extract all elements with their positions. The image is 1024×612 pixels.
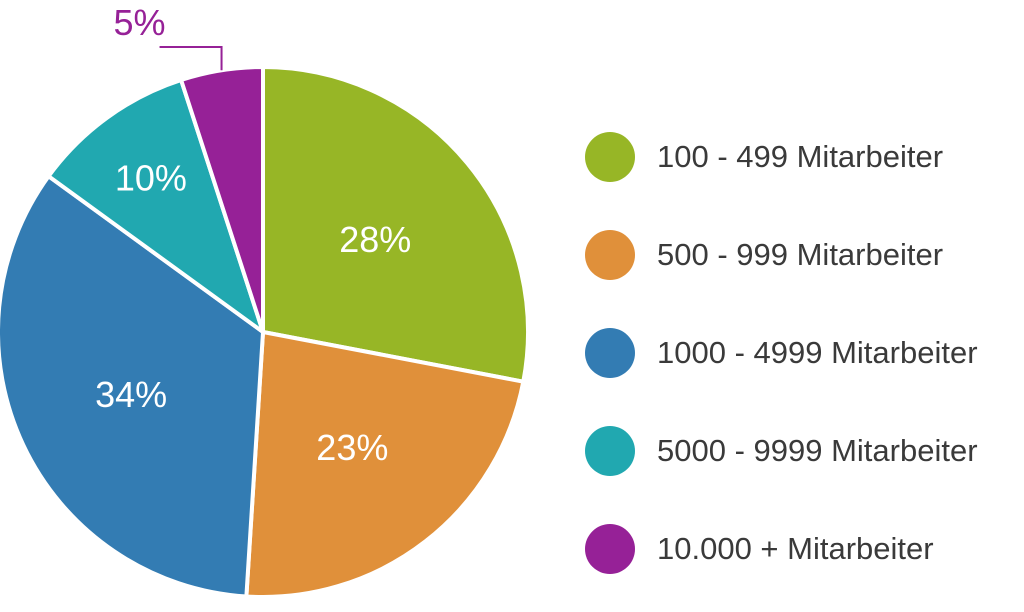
legend: 100 - 499 Mitarbeiter 500 - 999 Mitarbei… [585, 108, 978, 598]
legend-label: 10.000 + Mitarbeiter [657, 531, 934, 566]
pie-slice [0, 174, 265, 599]
legend-item-500-999: 500 - 999 Mitarbeiter [585, 206, 978, 304]
leader-line [159, 46, 223, 71]
legend-item-5000-9999: 5000 - 9999 Mitarbeiter [585, 402, 978, 500]
slice-value-label: 34% [95, 374, 167, 415]
legend-label: 5000 - 9999 Mitarbeiter [657, 433, 978, 468]
slice-value-label: 23% [316, 427, 388, 468]
pie-slice [261, 65, 530, 384]
pie-slice [179, 65, 265, 334]
legend-swatch [585, 426, 635, 476]
slice-value-label: 28% [339, 219, 411, 260]
slice-value-label: 5% [114, 2, 166, 43]
legend-swatch [585, 132, 635, 182]
legend-label: 1000 - 4999 Mitarbeiter [657, 335, 978, 370]
legend-swatch [585, 328, 635, 378]
legend-swatch [585, 230, 635, 280]
pie-slice [46, 77, 265, 334]
legend-swatch [585, 524, 635, 574]
slice-value-label: 10% [115, 158, 187, 199]
legend-item-10000-plus: 10.000 + Mitarbeiter [585, 500, 978, 598]
legend-label: 100 - 499 Mitarbeiter [657, 139, 944, 174]
legend-label: 500 - 999 Mitarbeiter [657, 237, 944, 272]
pie-slice [244, 330, 526, 599]
legend-item-1000-4999: 1000 - 4999 Mitarbeiter [585, 304, 978, 402]
legend-item-100-499: 100 - 499 Mitarbeiter [585, 108, 978, 206]
